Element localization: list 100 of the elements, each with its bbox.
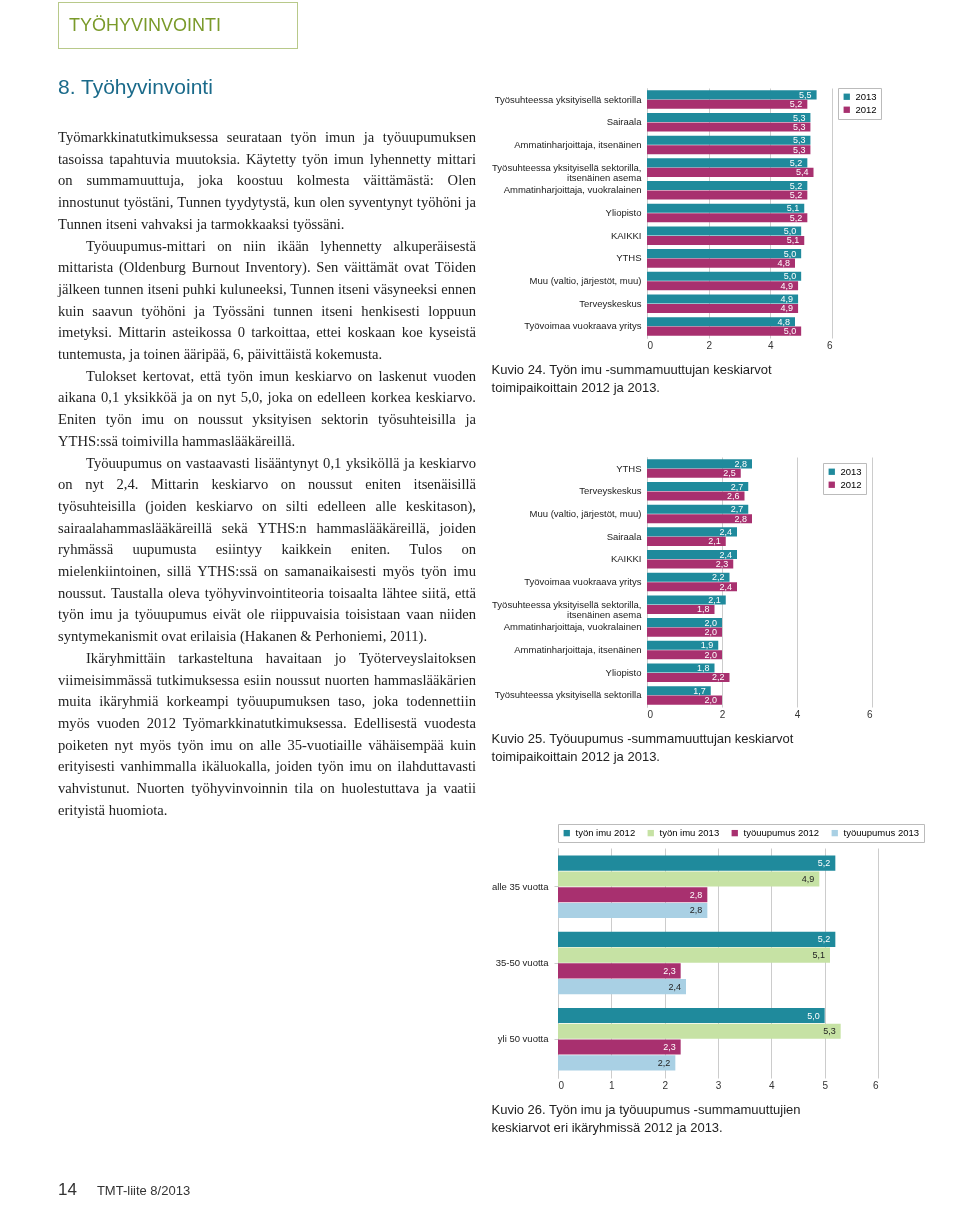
x-tick-label: 4	[794, 708, 801, 720]
data-label: 2,0	[704, 617, 717, 628]
bar	[647, 595, 726, 605]
y-tick-label: Sairaala	[606, 116, 643, 128]
data-label: 2,3	[715, 559, 729, 570]
legend-label: työn imu 2012	[575, 827, 636, 839]
data-label: 2,2	[657, 1057, 671, 1068]
text: Työuupumus-mittari on niin ikään lyhennetty alkuperäisestä mittarista (Oldenburg Burnout Inventory). Sen väittämät ovat Töiden jälkeen tunnen itseni puhki kuluneeksi, Tunnen itseni väsyneeksi ennen kuin saavun työhöni ja Työssäni tunnen itseni henkisesti loppuun imetyksi. Mittarin asteikossa 0 tarkoittaa, ettei koskaan koe kyseistä tuntemusta, ja toinen ääripää, 6, päivittäistä kokemusta.	[58, 236, 476, 365]
bar	[647, 249, 802, 259]
bar	[647, 514, 752, 524]
bar	[647, 99, 808, 109]
data-label: 5,2	[789, 99, 803, 110]
x-tick-label: 5	[822, 1079, 829, 1091]
y-tick-label: yli 50 vuotta	[497, 1033, 550, 1045]
bar	[558, 963, 681, 979]
data-label: 1,9	[700, 640, 714, 651]
bar	[647, 317, 795, 327]
bar	[647, 281, 799, 291]
data-label: 5,5	[799, 89, 812, 100]
x-tick-label: 0	[647, 339, 654, 351]
data-label: 2,4	[719, 526, 732, 537]
y-tick-label: Ammatinharjoittaja, itsenäinen	[514, 644, 642, 656]
bar	[647, 459, 752, 469]
data-label: 2,8	[689, 905, 703, 916]
y-tick-label: Yliopisto	[605, 666, 642, 678]
data-label: 1,7	[693, 685, 706, 696]
y-tick-label: Työsuhteessa yksityisellä sektorilla, itsenäinen asema	[492, 161, 643, 183]
data-label: 2,6	[726, 491, 740, 501]
x-tick-label: 1	[609, 1079, 616, 1091]
data-label: 4,8	[777, 316, 790, 327]
bar	[558, 931, 836, 947]
data-label: 2,2	[711, 572, 725, 583]
x-tick-label: 6	[872, 1079, 879, 1091]
data-label: 2,8	[734, 513, 747, 524]
text: 8. Työhyvinvointi	[58, 75, 214, 99]
data-label: 2,4	[719, 549, 732, 560]
y-tick-label: KAIKKI	[610, 229, 642, 241]
y-tick-label: Työsuhteessa yksityisellä sektorilla	[494, 93, 643, 105]
data-label: 2,1	[708, 594, 721, 605]
data-label: 4,9	[780, 303, 794, 314]
bar	[647, 235, 805, 245]
data-label: 2,0	[704, 649, 717, 660]
data-label: 2,4	[719, 581, 732, 592]
bar	[558, 1055, 676, 1071]
data-label: 2,4	[668, 981, 681, 992]
data-label: 2,1	[708, 536, 721, 547]
y-tick-label: KAIKKI	[610, 553, 642, 565]
bar	[558, 979, 686, 995]
bar	[647, 695, 722, 705]
bar	[558, 887, 708, 903]
y-tick-label: Terveyskeskus	[579, 297, 642, 309]
data-label: 5,2	[789, 212, 803, 223]
bar	[647, 213, 808, 223]
data-label: 2,8	[734, 458, 747, 469]
text: Tulokset kertovat, että työn imun keskiarvo on laskenut vuoden aikana 0,1 yksikköä ja on nyt 5,0, joka on edelleen korkea keskiarvo. Eniten työn imu on noussut yksityisen sektorin työsuhteisilla ja YTHS:ssä toimivilla hammaslääkäreillä.	[58, 366, 476, 451]
data-label: 5,3	[792, 112, 806, 123]
y-tick-label: Sairaala	[606, 530, 643, 542]
bar	[647, 604, 715, 614]
text: Työuupumus on vastaavasti lisääntynyt 0,1 yksiköllä ja keskiarvo on nyt 2,4. Mittarin keskiarvo on noussut eniten itsenäisillä työsuhteisilla (joiden keskiarvo on silti edelleen alle keskitason), sairaalahammaslääkäreillä sekä YTHS:n hammaslääkäreillä, joiden ryhmässä uupumusta esiintyy kaikkein eniten. Tulos on mielenkiintoinen, sillä YTHS:ssä on samanaikaisesti myös työn imu noussut. Taustalla oleva työhyvinvointiteoria toisaalta lähtee siitä, että työn imu ja työuupumus eivät ole riippuvaisia toisistaan vaan niiden syntymekanismit ovat erilaisia (Hakanen & Perhoniemi, 2011).	[58, 454, 476, 645]
data-label: 2,3	[663, 965, 676, 976]
x-tick-label: 6	[866, 708, 873, 720]
bar	[647, 491, 745, 501]
bar	[647, 640, 719, 650]
bar	[647, 504, 749, 514]
text: TMT-liite 8/2013	[96, 1183, 191, 1198]
data-label: 5,3	[823, 1026, 836, 1037]
x-tick-label: 4	[769, 1079, 776, 1091]
data-label: 5,0	[783, 271, 797, 282]
x-tick-label: 4	[768, 339, 775, 351]
legend-label: 2013	[855, 90, 877, 102]
bar	[647, 527, 737, 537]
y-tick-label: YTHS	[616, 462, 642, 474]
x-tick-label: 3	[715, 1079, 722, 1091]
bar	[647, 294, 799, 304]
data-label: 5,4	[795, 167, 809, 178]
text: Ikäryhmittäin tarkasteltuna havaitaan jo Työterveyslaitoksen viimeisimmässä tutkimuksessa esiin noussut nuorten hammaslääkärien muita ikäryhmiä korkeampi työuupumuksen taso, joka todennettiin myös vuoden 2012 Työmarkkinatutkimuksessa. Edellisestä vuodesta poiketen nyt myös työn imu on alle 35-vuotiaille vähäisempää kuin erityisesti vanhimmalla ikäluokalla, joiden työn imu on ilahduttavasti vahvistunut. Nuorten työhyvinvoinnin tila on huolestuttava ja vaatii erityistä huomiota.	[58, 648, 476, 820]
bar	[647, 258, 795, 268]
legend-label: 2012	[840, 478, 862, 490]
bar	[647, 112, 811, 123]
data-label: 2,0	[704, 627, 717, 638]
data-label: 5,1	[812, 950, 825, 961]
x-tick-label: 2	[662, 1079, 669, 1091]
bar	[647, 672, 730, 683]
bar	[647, 303, 799, 314]
text: TYÖHYVINVOINTI	[58, 2, 298, 49]
bar	[647, 167, 814, 177]
bar	[558, 1007, 825, 1024]
bar	[647, 582, 737, 592]
y-tick-label: Ammatinharjoittaja, itsenäinen	[514, 138, 642, 150]
data-label: 1,8	[696, 663, 710, 673]
data-label: 5,0	[783, 225, 797, 236]
x-tick-label: 6	[826, 339, 833, 351]
text: Kuvio 25. Työuupumus -summamuuttujan keskiarvot toimipaikoittain 2012 ja 2013.	[491, 731, 794, 764]
bar	[647, 686, 711, 696]
y-tick-label: 35-50 vuotta	[495, 957, 550, 968]
y-tick-label: alle 35 vuotta	[491, 880, 550, 892]
bar	[558, 1039, 681, 1055]
data-label: 2,7	[730, 504, 744, 515]
bar	[647, 481, 749, 492]
y-tick-label: Yliopisto	[605, 207, 642, 218]
